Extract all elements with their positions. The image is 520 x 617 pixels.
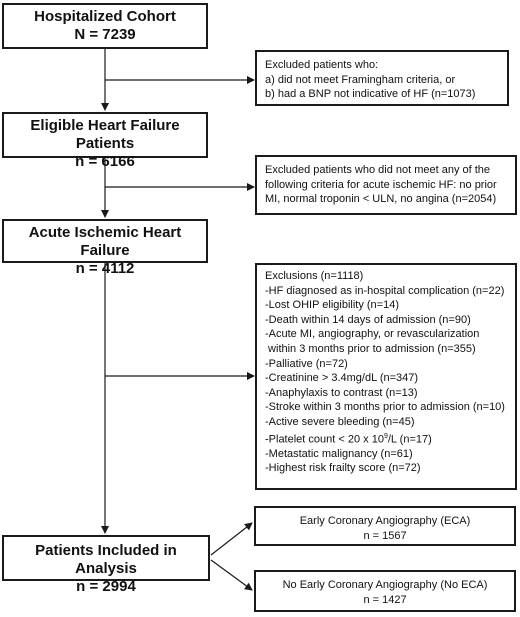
exclusion3-line: -Palliative (n=72) — [265, 357, 348, 370]
exclusion2-line: Excluded patients who did not meet any o… — [265, 164, 491, 176]
arrow-to-eca — [210, 522, 253, 556]
box-hospitalized-cohort: Hospitalized Cohort N = 7239 — [2, 3, 208, 49]
ischemic-n: n = 4112 — [75, 260, 135, 277]
box-eligible-hf: Eligible Heart Failure Patients n = 6166 — [2, 112, 208, 170]
box-included-analysis: Patients Included in Analysis n = 2994 — [2, 535, 210, 595]
platelet-post: /L (n=17) — [387, 433, 432, 446]
exclusion3-line: Exclusions (n=1118) — [265, 270, 364, 282]
exclusion1-line: a) did not meet Framingham criteria, or — [265, 73, 456, 86]
eca-n: n = 1567 — [363, 530, 407, 542]
box-exclusion-1: Excluded patients who: a) did not meet F… — [255, 50, 509, 106]
eca-title: Early Coronary Angiography (ECA) — [299, 515, 471, 527]
platelet-exponent: 9 — [383, 432, 388, 440]
exclusion3-line: -Anaphylaxis to contrast (n=13) — [265, 386, 418, 399]
exclusion2-line: following criteria for acute ischemic HF… — [265, 178, 497, 191]
exclusion3-line: -Highest risk frailty score (n=72) — [265, 462, 421, 475]
included-title: Patients Included in Analysis — [35, 542, 177, 577]
eligible-title: Eligible Heart Failure Patients — [30, 117, 180, 152]
exclusion3-line: -Creatinine > 3.4mg/dL (n=347) — [265, 372, 419, 385]
exclusion3-line: -Stroke within 3 months prior to admissi… — [265, 401, 505, 414]
exclusion3-line: within 3 months prior to admission (n=35… — [265, 342, 476, 355]
no-eca-n: n = 1427 — [363, 594, 407, 606]
box-exclusion-3: Exclusions (n=1118) -HF diagnosed as in-… — [255, 263, 517, 490]
cohort-title: Hospitalized Cohort — [34, 8, 176, 25]
exclusion2-line: MI, normal troponin < ULN, no angina (n=… — [265, 193, 497, 205]
exclusion1-line: b) had a BNP not indicative of HF (n=107… — [265, 88, 476, 100]
exclusion3-line: -Active severe bleeding (n=45) — [265, 415, 415, 428]
ischemic-title: Acute Ischemic Heart Failure — [28, 224, 182, 259]
box-no-early-coronary-angiography: No Early Coronary Angiography (No ECA) n… — [254, 570, 516, 612]
included-n: n = 2994 — [76, 578, 136, 595]
exclusion1-line: Excluded patients who: — [265, 59, 379, 71]
exclusion3-line: -Lost OHIP eligibility (n=14) — [265, 299, 399, 312]
box-acute-ischemic-hf: Acute Ischemic Heart Failure n = 4112 — [2, 219, 208, 277]
exclusion3-line: -Death within 14 days of admission (n=90… — [265, 313, 471, 326]
platelet-pre: -Platelet count < 20 x 10 — [265, 433, 384, 446]
exclusion3-line: -Metastatic malignancy (n=61) — [265, 447, 413, 460]
exclusion3-platelet-line: -Platelet count < 20 x 109/L (n=17) — [265, 430, 507, 447]
cohort-n: N = 7239 — [74, 26, 136, 43]
box-early-coronary-angiography: Early Coronary Angiography (ECA) n = 156… — [254, 506, 516, 546]
exclusion3-line: -Acute MI, angiography, or revasculariza… — [265, 328, 480, 341]
box-exclusion-2: Excluded patients who did not meet any o… — [255, 155, 517, 215]
exclusion3-line: -HF diagnosed as in-hospital complicatio… — [265, 284, 505, 297]
no-eca-title: No Early Coronary Angiography (No ECA) — [282, 579, 488, 591]
arrow-to-no-eca — [210, 559, 253, 591]
eligible-n: n = 6166 — [75, 153, 135, 170]
